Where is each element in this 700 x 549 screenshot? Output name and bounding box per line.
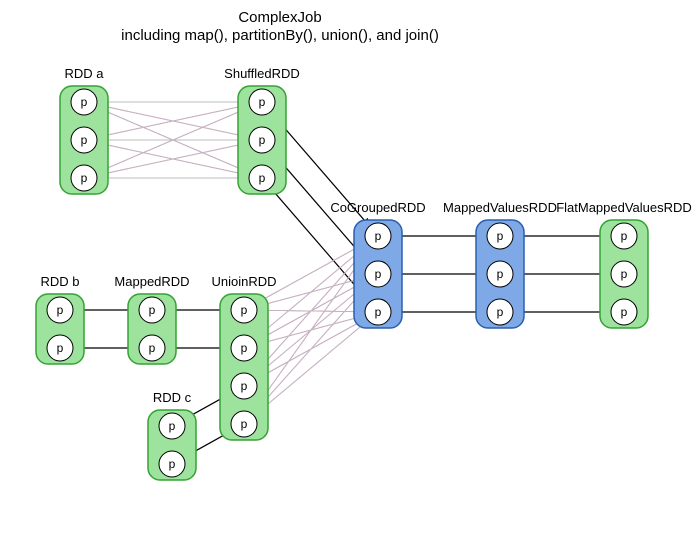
rdd-mvr: MappedValuesRDD p p p — [443, 200, 557, 328]
rdd-rdd-c: RDD c p p — [148, 390, 196, 480]
partition-label: p — [241, 341, 248, 355]
rdd-fmvr: FlatMappedValuesRDD p p p — [556, 200, 692, 328]
rdd-label: MappedValuesRDD — [443, 200, 557, 215]
partition-label: p — [621, 229, 628, 243]
partition-label: p — [375, 229, 382, 243]
partition-label: p — [81, 171, 88, 185]
diagram-subtitle: including map(), partitionBy(), union(),… — [121, 27, 439, 44]
edge — [255, 242, 366, 303]
diagram-title: ComplexJob — [238, 9, 321, 26]
partition-label: p — [241, 303, 248, 317]
partition-label: p — [81, 133, 88, 147]
rdd-label: RDD c — [153, 390, 192, 405]
rdd-label: CoGroupedRDD — [330, 200, 425, 215]
partition-label: p — [497, 267, 504, 281]
partition-label: p — [57, 341, 64, 355]
diagram-canvas: ComplexJob including map(), partitionBy(… — [0, 0, 700, 549]
rdd-label: ShuffledRDD — [224, 66, 300, 81]
edge — [254, 244, 368, 339]
partition-label: p — [497, 229, 504, 243]
rdd-mapped: MappedRDD p p — [114, 274, 189, 364]
rdd-rdd-b: RDD b p p — [36, 274, 84, 364]
rdd-shuffled: ShuffledRDD p p p — [224, 66, 300, 194]
partition-label: p — [621, 305, 628, 319]
partition-label: p — [241, 379, 248, 393]
partition-label: p — [169, 419, 176, 433]
rdd-label: MappedRDD — [114, 274, 189, 289]
partition-label: p — [259, 133, 266, 147]
rdd-rdd-a: RDD a p p p — [60, 66, 108, 194]
partition-label: p — [149, 341, 156, 355]
partition-label: p — [259, 95, 266, 109]
boxes-layer: RDD a p p p ShuffledRDD p p p RDD b p p MappedRDD p p… — [36, 66, 692, 480]
partition-label: p — [81, 95, 88, 109]
edge — [253, 246, 370, 377]
partition-label: p — [169, 457, 176, 471]
rdd-label: FlatMappedValuesRDD — [556, 200, 692, 215]
rdd-label: RDD a — [64, 66, 104, 81]
partition-label: p — [621, 267, 628, 281]
rdd-union: UnioinRDD p p p p — [211, 274, 276, 440]
partition-label: p — [241, 417, 248, 431]
partition-label: p — [375, 305, 382, 319]
partition-label: p — [259, 171, 266, 185]
partition-label: p — [57, 303, 64, 317]
rdd-label: RDD b — [40, 274, 79, 289]
edge — [252, 247, 371, 414]
rdd-label: UnioinRDD — [211, 274, 276, 289]
partition-label: p — [375, 267, 382, 281]
edge — [254, 320, 368, 415]
partition-label: p — [497, 305, 504, 319]
partition-label: p — [149, 303, 156, 317]
